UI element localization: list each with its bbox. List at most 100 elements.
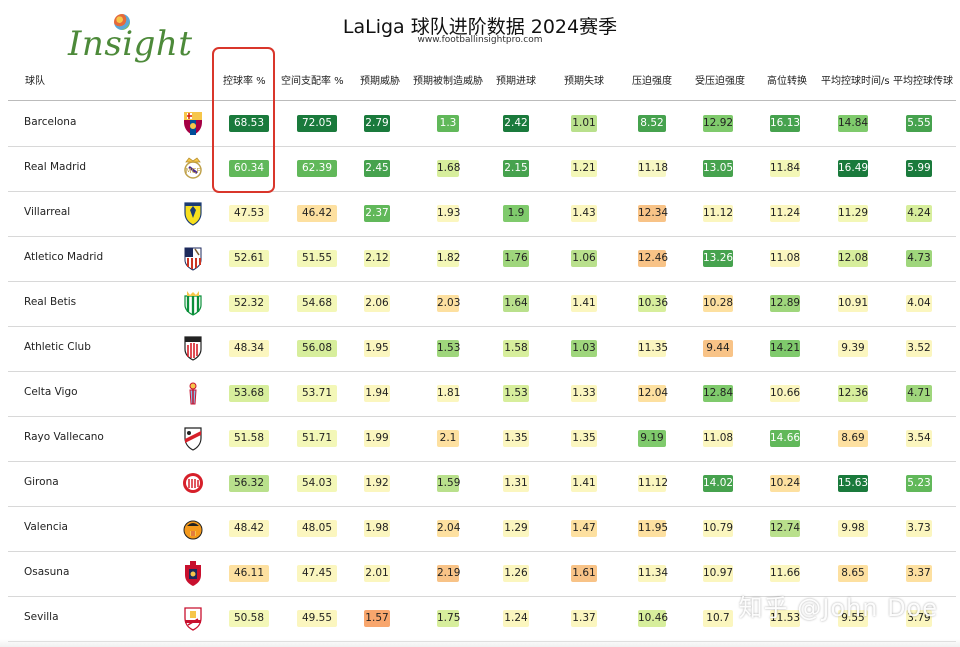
stat-cell: 8.65 xyxy=(838,565,868,582)
stat-cell: 8.69 xyxy=(838,430,868,447)
stat-cell: 48.05 xyxy=(297,520,337,537)
stat-cell: 48.34 xyxy=(229,340,269,357)
athletic-club-crest-icon xyxy=(181,335,205,361)
stat-cell: 10.91 xyxy=(838,295,868,312)
stat-cell: 1.95 xyxy=(364,340,390,357)
table-row: Real Betis 52.32 54.68 2.06 2.03 1.64 1.41 10.3… xyxy=(8,281,956,327)
stat-cell: 53.71 xyxy=(297,385,337,402)
stat-cell: 1.82 xyxy=(437,250,460,267)
stat-cell: 2.15 xyxy=(503,160,529,177)
table-row: Girona 56.32 54.03 1.92 1.59 1.31 1.41 11.12 14.… xyxy=(8,461,956,507)
stat-cell: 46.11 xyxy=(229,565,269,582)
stat-cell: 3.37 xyxy=(906,565,932,582)
stat-cell: 3.73 xyxy=(906,520,932,537)
stat-cell: 1.31 xyxy=(503,475,529,492)
column-header: 预期被制造威胁 xyxy=(413,76,483,87)
column-header: 平均控球传球 xyxy=(893,76,953,87)
stat-cell: 5.23 xyxy=(906,475,932,492)
stat-cell: 10.24 xyxy=(770,475,800,492)
page-title: LaLiga 球队进阶数据 2024赛季 xyxy=(342,16,618,38)
table-row: Osasuna 46.11 47.45 2.01 2.19 1.26 1.61 11.34 10… xyxy=(8,551,956,597)
stat-cell: 11.12 xyxy=(703,205,733,222)
insight-logo: Insight xyxy=(68,14,192,66)
stat-cell: 11.34 xyxy=(638,565,668,582)
stat-cell: 10.46 xyxy=(638,610,668,627)
column-header: 平均控球时间/s xyxy=(821,76,890,87)
stat-cell: 10.7 xyxy=(703,610,733,627)
stat-cell: 1.35 xyxy=(503,430,529,447)
stat-cell: 54.68 xyxy=(297,295,337,312)
stat-cell: 3.54 xyxy=(906,430,932,447)
stat-cell: 12.74 xyxy=(770,520,800,537)
table-row: Celta Vigo 53.68 53.71 1.94 1.81 1.53 1.33 12.0… xyxy=(8,371,956,417)
stat-cell: 10.79 xyxy=(703,520,733,537)
stat-cell: 13.05 xyxy=(703,160,733,177)
stat-cell: 12.08 xyxy=(838,250,868,267)
osasuna-crest-icon xyxy=(181,560,205,586)
stat-cell: 1.24 xyxy=(503,610,529,627)
table-row: Villarreal 47.53 46.42 2.37 1.93 1.9 1.43 12.34… xyxy=(8,191,956,237)
stat-cell: 1.37 xyxy=(571,610,597,627)
stat-cell: 52.32 xyxy=(229,295,269,312)
stat-cell: 1.68 xyxy=(437,160,460,177)
stat-cell: 1.06 xyxy=(571,250,597,267)
stat-cell: 1.3 xyxy=(437,115,459,132)
stat-cell: 60.34 xyxy=(229,160,269,177)
real-betis-crest-icon xyxy=(181,290,205,316)
stat-cell: 12.34 xyxy=(638,205,668,222)
stat-cell: 1.81 xyxy=(437,385,460,402)
column-header: 高位转换 xyxy=(767,76,807,87)
stat-cell: 1.21 xyxy=(571,160,597,177)
villarreal-crest-icon xyxy=(181,200,205,226)
stat-cell: 53.68 xyxy=(229,385,269,402)
stat-cell: 11.08 xyxy=(703,430,733,447)
stat-cell: 8.52 xyxy=(638,115,666,132)
stat-cell: 12.89 xyxy=(770,295,800,312)
stat-cell: 10.36 xyxy=(638,295,668,312)
stat-cell: 11.35 xyxy=(638,340,668,357)
team-name: Osasuna xyxy=(24,566,70,578)
stat-cell: 47.45 xyxy=(297,565,337,582)
stat-cell: 16.49 xyxy=(838,160,868,177)
football-icon xyxy=(114,14,130,30)
stat-cell: 11.24 xyxy=(770,205,800,222)
column-header: 预期失球 xyxy=(564,76,604,87)
stat-cell: 1.41 xyxy=(571,295,597,312)
stat-cell: 5.99 xyxy=(906,160,932,177)
stat-cell: 50.58 xyxy=(229,610,269,627)
stat-cell: 1.93 xyxy=(437,205,460,222)
column-header: 受压迫强度 xyxy=(695,76,745,87)
stat-cell: 48.42 xyxy=(229,520,269,537)
stat-cell: 49.55 xyxy=(297,610,337,627)
stat-cell: 1.29 xyxy=(503,520,529,537)
logo-text: Insight xyxy=(68,24,193,64)
stat-cell: 1.59 xyxy=(437,475,460,492)
stat-cell: 12.92 xyxy=(703,115,733,132)
column-header: 预期进球 xyxy=(496,76,536,87)
column-header: 空间支配率 % xyxy=(281,76,344,87)
table-row: Rayo Vallecano 51.58 51.71 1.99 2.1 1.35 1.35 9… xyxy=(8,416,956,462)
stat-cell: 4.73 xyxy=(906,250,932,267)
stat-cell: 9.55 xyxy=(838,610,868,627)
stat-cell: 9.19 xyxy=(638,430,666,447)
stat-cell: 2.79 xyxy=(364,115,390,132)
barcelona-crest-icon xyxy=(181,110,205,136)
header-divider xyxy=(8,100,956,101)
table-row: Barcelona 68.53 72.05 2.79 1.3 2.42 1.01 8.52 12… xyxy=(8,101,956,147)
stat-cell: 1.58 xyxy=(503,340,529,357)
stat-cell: 1.26 xyxy=(503,565,529,582)
sevilla-crest-icon xyxy=(181,605,205,631)
stat-cell: 2.45 xyxy=(364,160,390,177)
stat-cell: 4.24 xyxy=(906,205,932,222)
atletico-madrid-crest-icon xyxy=(181,245,205,271)
stat-cell: 1.01 xyxy=(571,115,597,132)
team-name: Rayo Vallecano xyxy=(24,431,104,443)
table-row: Real Madrid MCF 60.34 62.39 2.45 1.68 2.15 1.21… xyxy=(8,146,956,192)
stat-cell: 1.75 xyxy=(437,610,460,627)
table-row: Athletic Club 48.34 56.08 1.95 1.53 1.58 1.03 1… xyxy=(8,326,956,372)
stat-cell: 1.33 xyxy=(571,385,597,402)
watermark: 知乎 @John Doe xyxy=(739,588,938,623)
stat-cell: 1.99 xyxy=(364,430,390,447)
stat-cell: 2.03 xyxy=(437,295,460,312)
girona-crest-icon xyxy=(181,470,205,496)
